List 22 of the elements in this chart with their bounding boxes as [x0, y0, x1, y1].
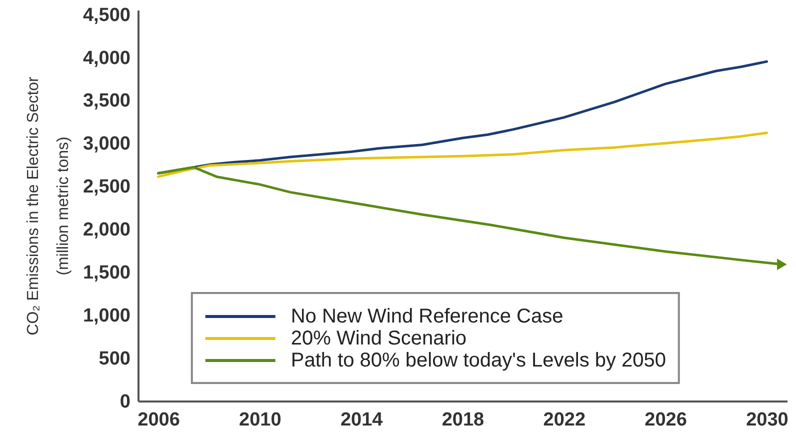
- y-tick-label: 3,000: [82, 134, 130, 155]
- line-series: [157, 132, 768, 178]
- y-tick-label: 0: [120, 392, 130, 412]
- y-tick-label: 4,000: [82, 48, 130, 69]
- legend-label: 20% Wind Scenario: [290, 328, 467, 350]
- x-tick-label: 2018: [442, 410, 484, 430]
- y-tick-label: 2,000: [82, 220, 130, 241]
- legend-label: No New Wind Reference Case: [290, 306, 564, 328]
- x-tick-label: 2030: [746, 410, 788, 430]
- y-tick-label: 3,500: [82, 90, 130, 112]
- y-tick-label: 500: [98, 348, 130, 370]
- y-tick-label: 2,500: [82, 176, 130, 198]
- y-tick-label: 1,500: [82, 262, 130, 284]
- x-tick-label: 2026: [644, 410, 687, 430]
- x-tick-label: 2010: [239, 410, 282, 430]
- x-tick-label: 2022: [543, 410, 586, 430]
- legend-label: Path to 80% below today's Levels by 2050: [290, 350, 666, 372]
- y-tick-label: 1,000: [82, 306, 130, 327]
- x-tick-label: 2006: [138, 410, 180, 430]
- y-axis-title: CO₂ Emissions in the Electric Sector (million metric tons): [24, 76, 72, 336]
- x-tick-label: 2014: [340, 410, 384, 430]
- y-tick-label: 4,500: [82, 4, 130, 26]
